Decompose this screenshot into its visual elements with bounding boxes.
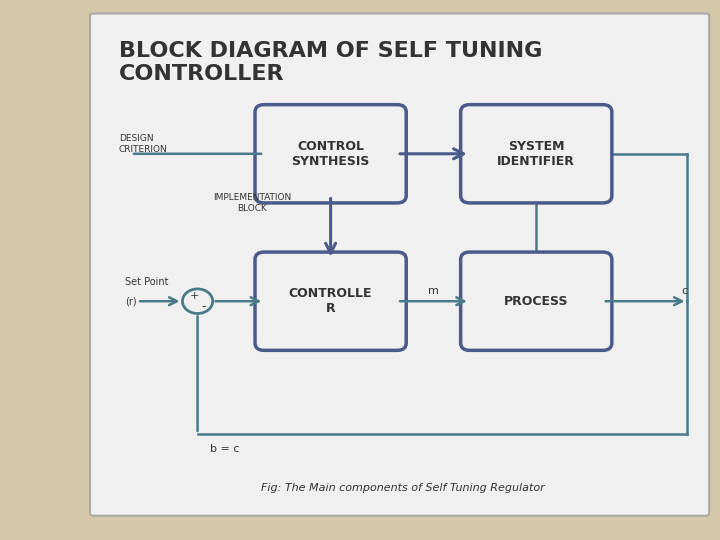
Text: CONTROLLE
R: CONTROLLE R — [289, 287, 372, 315]
Text: m: m — [428, 286, 439, 296]
Text: c: c — [681, 286, 688, 296]
Text: IMPLEMENTATION
BLOCK: IMPLEMENTATION BLOCK — [213, 193, 291, 213]
Text: -: - — [202, 300, 206, 313]
Text: CONTROL
SYNTHESIS: CONTROL SYNTHESIS — [292, 140, 370, 168]
Text: b = c: b = c — [210, 444, 239, 454]
Text: +: + — [190, 291, 199, 301]
Text: PROCESS: PROCESS — [504, 295, 569, 308]
FancyBboxPatch shape — [461, 105, 612, 203]
Text: SYSTEM
IDENTIFIER: SYSTEM IDENTIFIER — [498, 140, 575, 168]
Text: (r): (r) — [125, 296, 137, 306]
FancyBboxPatch shape — [461, 252, 612, 350]
FancyBboxPatch shape — [255, 105, 406, 203]
Text: Set Point: Set Point — [125, 276, 168, 287]
Text: Fig: The Main components of Self Tuning Regulator: Fig: The Main components of Self Tuning … — [261, 483, 545, 493]
FancyBboxPatch shape — [255, 252, 406, 350]
Text: DESIGN
CRITERION: DESIGN CRITERION — [119, 134, 168, 154]
Text: BLOCK DIAGRAM OF SELF TUNING
CONTROLLER: BLOCK DIAGRAM OF SELF TUNING CONTROLLER — [119, 41, 542, 84]
